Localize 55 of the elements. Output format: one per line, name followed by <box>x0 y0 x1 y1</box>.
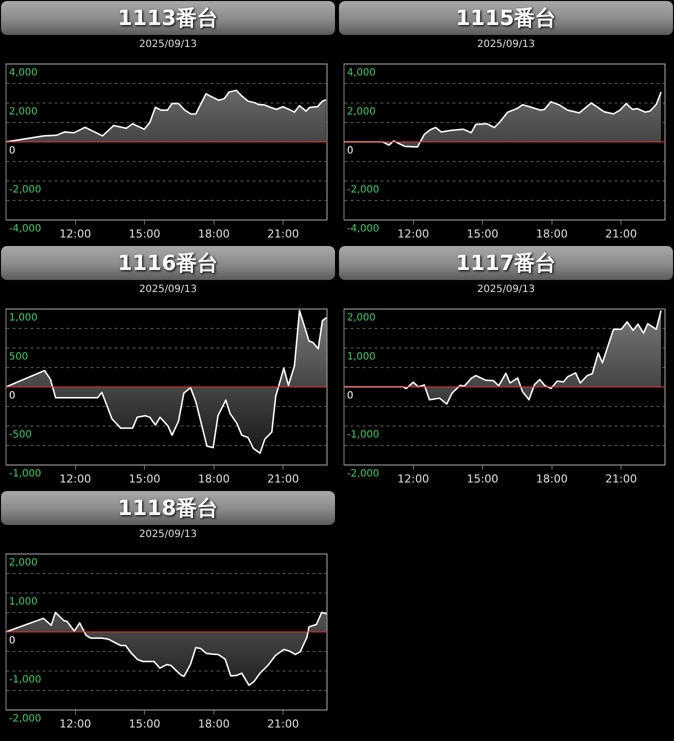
y-tick-label: 0 <box>347 390 354 402</box>
x-tick-label: 15:00 <box>466 472 498 486</box>
y-tick-label: -2,000 <box>347 468 380 480</box>
y-tick-label: 4,000 <box>9 68 38 79</box>
chart-title: 1118番台 <box>1 491 335 525</box>
x-tick-label: 12:00 <box>397 227 430 240</box>
y-tick-label: -2,000 <box>9 184 42 196</box>
y-tick-label: -2,000 <box>9 713 42 724</box>
y-tick-label: 2,000 <box>347 312 376 324</box>
x-tick-label: 15:00 <box>128 227 160 240</box>
x-tick-label: 12:00 <box>397 472 430 486</box>
y-tick-label: 2,000 <box>9 558 38 569</box>
y-tick-label: 0 <box>347 145 354 156</box>
chart-subtitle: 2025/09/13 <box>476 283 536 297</box>
y-tick-label: -1,000 <box>9 468 42 480</box>
chart-subtitle: 2025/09/13 <box>138 38 198 52</box>
chart-title: 1113番台 <box>1 1 335 35</box>
y-tick-label: 4,000 <box>347 68 376 79</box>
chart-subtitle: 2025/09/13 <box>138 528 198 542</box>
y-tick-label: -4,000 <box>347 223 380 234</box>
y-tick-label: 1,000 <box>9 312 38 324</box>
y-tick-label: 0 <box>9 635 16 646</box>
y-tick-label: 1,000 <box>9 596 38 608</box>
chart-title: 1116番台 <box>1 246 335 280</box>
chart-title: 1117番台 <box>339 246 673 280</box>
x-tick-label: 12:00 <box>59 472 92 486</box>
x-tick-label: 15:00 <box>128 472 160 486</box>
x-tick-label: 21:00 <box>605 472 637 486</box>
x-tick-label: 15:00 <box>466 227 498 240</box>
x-tick-label: 21:00 <box>267 717 299 730</box>
x-tick-label: 15:00 <box>128 717 160 730</box>
x-tick-label: 18:00 <box>198 472 230 486</box>
chart-subtitle: 2025/09/13 <box>476 38 536 52</box>
x-tick-label: 12:00 <box>59 227 92 240</box>
y-tick-label: -4,000 <box>9 223 42 234</box>
x-tick-label: 21:00 <box>605 227 637 240</box>
y-tick-label: 1,000 <box>347 352 376 363</box>
chart-title: 1115番台 <box>339 1 673 35</box>
x-tick-label: 18:00 <box>198 227 230 240</box>
x-tick-label: 12:00 <box>59 717 92 730</box>
y-tick-label: 2,000 <box>9 106 38 118</box>
y-tick-label: -1,000 <box>347 429 380 440</box>
y-tick-label: -500 <box>9 429 32 440</box>
y-tick-label: 0 <box>9 390 16 402</box>
x-tick-label: 21:00 <box>267 472 299 486</box>
chart-subtitle: 2025/09/13 <box>138 283 198 297</box>
x-tick-label: 18:00 <box>198 717 230 730</box>
y-tick-label: -2,000 <box>347 184 380 196</box>
y-tick-label: 0 <box>9 145 16 156</box>
x-tick-label: 18:00 <box>536 227 568 240</box>
x-tick-label: 21:00 <box>267 227 299 240</box>
y-tick-label: 2,000 <box>347 106 376 118</box>
x-tick-label: 18:00 <box>536 472 568 486</box>
y-tick-label: 500 <box>9 352 28 363</box>
y-tick-label: -1,000 <box>9 674 42 686</box>
